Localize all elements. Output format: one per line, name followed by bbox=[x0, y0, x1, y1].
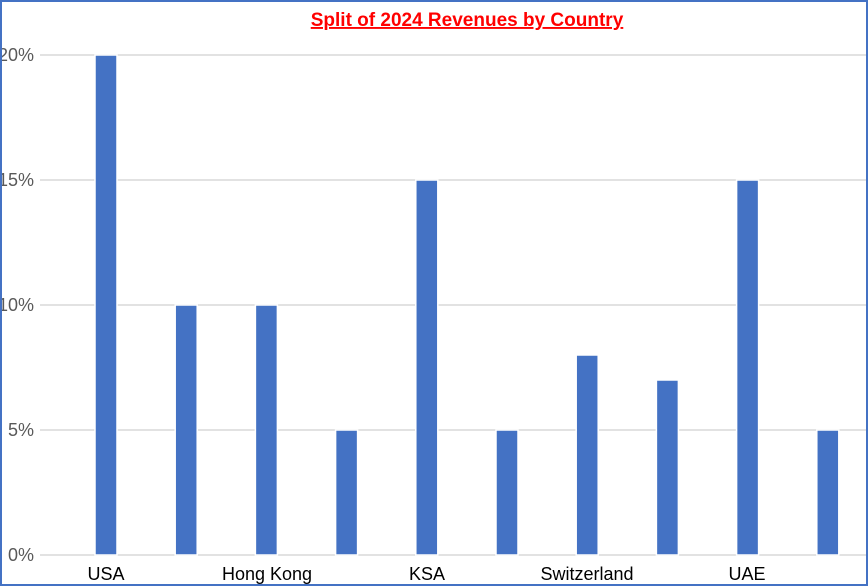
x-tick-label: Hong Kong bbox=[222, 564, 312, 584]
bar bbox=[495, 429, 519, 556]
x-tick-label: Switzerland bbox=[540, 564, 633, 584]
y-axis-ticks: 0% 5% 10% 15% 20% bbox=[2, 45, 34, 565]
x-axis-labels: USA Hong Kong KSA Switzerland UAE bbox=[87, 564, 765, 584]
bar bbox=[816, 429, 840, 556]
y-tick-label: 20% bbox=[2, 45, 34, 65]
bar bbox=[94, 54, 118, 556]
y-tick-label: 10% bbox=[2, 295, 34, 315]
bar bbox=[735, 179, 760, 556]
chart-title: Split of 2024 Revenues by Country bbox=[311, 10, 624, 31]
bar bbox=[575, 354, 599, 556]
bar bbox=[254, 304, 279, 556]
x-tick-label: USA bbox=[87, 564, 124, 584]
x-tick-label: UAE bbox=[728, 564, 765, 584]
bar bbox=[174, 304, 198, 556]
y-tick-label: 5% bbox=[8, 420, 34, 440]
bar bbox=[655, 379, 680, 556]
x-tick-label: KSA bbox=[409, 564, 445, 584]
bar-series bbox=[94, 54, 840, 556]
y-tick-label: 15% bbox=[2, 170, 34, 190]
bar bbox=[415, 179, 439, 556]
y-tick-label: 0% bbox=[8, 545, 34, 565]
bar bbox=[334, 429, 359, 556]
